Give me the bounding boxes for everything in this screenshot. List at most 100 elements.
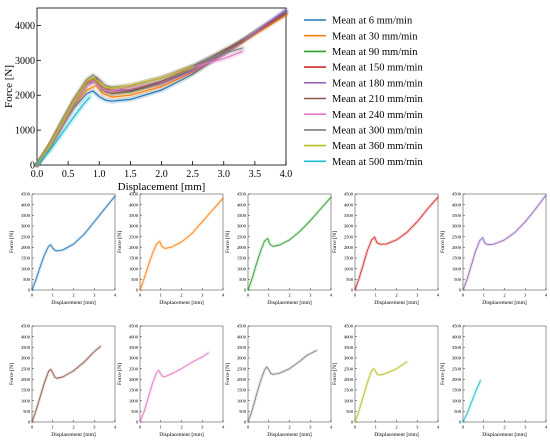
x-tick-label: 2 xyxy=(395,293,398,298)
y-tick-label: 500 xyxy=(131,409,139,414)
y-axis-label: Force [N] xyxy=(3,65,15,108)
x-axis-label: Displacement [mm] xyxy=(159,300,204,306)
y-tick-label: 2500 xyxy=(344,366,354,371)
y-tick-label: 500 xyxy=(23,409,31,414)
series-band xyxy=(30,344,102,424)
legend-label: Mean at 210 mm/min xyxy=(332,94,423,105)
x-tick-label: 3 xyxy=(309,425,312,430)
series-line xyxy=(36,96,91,166)
x-tick-label: 1 xyxy=(483,425,486,430)
y-tick-label: 1500 xyxy=(344,388,354,393)
y-tick-label: 3000 xyxy=(129,356,139,361)
x-tick-label: 4 xyxy=(330,425,333,430)
y-tick-label: 3500 xyxy=(21,213,31,218)
x-tick-label: 2 xyxy=(180,293,183,298)
x-axis-label: Displacement [mm] xyxy=(51,300,96,306)
x-axis-label: Displacement [mm] xyxy=(159,432,204,438)
x-tick-label: 3 xyxy=(416,293,419,298)
series-line xyxy=(139,352,209,423)
x-tick-label: 1 xyxy=(375,425,378,430)
y-tick-label: 4000 xyxy=(452,334,462,339)
y-tick-label: 0 xyxy=(351,420,354,425)
y-tick-label: 0 xyxy=(459,288,462,293)
y-tick-label: 2500 xyxy=(21,234,31,239)
x-tick-label: 1 xyxy=(52,293,55,298)
y-tick-label: 2000 xyxy=(237,245,247,250)
y-tick-label: 4500 xyxy=(237,324,247,329)
y-tick-label: 2000 xyxy=(129,245,139,250)
x-tick-label: 3 xyxy=(524,425,527,430)
x-tick-label: 2.5 xyxy=(186,169,199,180)
legend-label: Mean at 150 mm/min xyxy=(332,63,423,74)
x-tick-label: 2 xyxy=(503,293,506,298)
y-tick-label: 3000 xyxy=(344,224,354,229)
small-chart-8: 0 1 2 3 4 0 500 1000 1500 2000 2500 3000 3500 4000 450… xyxy=(225,324,333,439)
x-tick-label: 3 xyxy=(201,425,204,430)
y-tick-label: 2000 xyxy=(452,377,462,382)
y-tick-label: 0 xyxy=(459,420,462,425)
x-tick-label: 4 xyxy=(437,425,440,430)
y-tick-label: 4500 xyxy=(21,324,31,329)
series-band xyxy=(138,351,210,424)
x-tick-label: 4 xyxy=(222,425,225,430)
y-tick-label: 500 xyxy=(239,409,247,414)
y-tick-label: 3500 xyxy=(237,345,247,350)
series-line xyxy=(36,47,243,166)
y-tick-label: 4000 xyxy=(21,334,31,339)
small-chart-5: 0 1 2 3 4 0 500 1000 1500 2000 2500 3000 3500 4000 450… xyxy=(440,192,548,307)
legend-label: Mean at 360 mm/min xyxy=(332,141,423,152)
y-tick-label: 4000 xyxy=(129,334,139,339)
small-chart-2: 0 1 2 3 4 0 500 1000 1500 2000 2500 3000 3500 4000 450… xyxy=(117,192,225,307)
series-line xyxy=(31,195,116,291)
y-tick-label: 4000 xyxy=(237,334,247,339)
series-band xyxy=(246,349,318,424)
y-axis-label: Force [N] xyxy=(440,363,446,385)
series-line xyxy=(354,361,408,423)
y-tick-label: 3000 xyxy=(237,356,247,361)
y-tick-label: 1000 xyxy=(237,398,247,403)
plot-frame xyxy=(462,325,547,423)
y-tick-label: 2500 xyxy=(129,366,139,371)
x-tick-label: 2 xyxy=(395,425,398,430)
y-tick-label: 2500 xyxy=(21,366,31,371)
series-band xyxy=(353,360,409,424)
y-tick-label: 1000 xyxy=(452,398,462,403)
x-axis-label: Displacement [mm] xyxy=(118,181,206,193)
y-tick-label: 500 xyxy=(454,409,462,414)
series-band xyxy=(461,193,548,292)
x-tick-label: 1 xyxy=(268,425,271,430)
legend-label: Mean at 90 mm/min xyxy=(332,47,418,58)
x-tick-label: 0 xyxy=(462,425,465,430)
y-axis-label: Force [N] xyxy=(9,363,15,385)
x-tick-label: 3.5 xyxy=(249,169,262,180)
x-tick-label: 1 xyxy=(268,293,271,298)
x-tick-label: 2 xyxy=(503,425,506,430)
x-tick-label: 0 xyxy=(354,293,357,298)
y-tick-label: 2000 xyxy=(452,245,462,250)
y-tick-label: 3000 xyxy=(15,56,35,67)
x-tick-label: 0 xyxy=(247,293,250,298)
y-tick-label: 4500 xyxy=(344,192,354,197)
legend: Mean at 6 mm/min Mean at 30 mm/min Mean at… xyxy=(304,16,423,168)
y-tick-label: 2000 xyxy=(237,377,247,382)
x-tick-label: 3 xyxy=(416,425,419,430)
y-tick-label: 3500 xyxy=(344,213,354,218)
series-line xyxy=(462,194,547,291)
series-line xyxy=(247,196,332,291)
y-tick-label: 1000 xyxy=(452,266,462,271)
y-tick-label: 500 xyxy=(346,409,354,414)
legend-label: Mean at 30 mm/min xyxy=(332,31,418,42)
series-band xyxy=(30,194,117,292)
y-tick-label: 4000 xyxy=(21,202,31,207)
series-line xyxy=(354,196,439,291)
y-tick-label: 500 xyxy=(454,277,462,282)
y-tick-label: 4000 xyxy=(237,202,247,207)
small-chart-6: 0 1 2 3 4 0 500 1000 1500 2000 2500 3000 3500 4000 450… xyxy=(9,324,117,439)
y-tick-label: 2000 xyxy=(21,377,31,382)
y-tick-label: 1500 xyxy=(452,388,462,393)
y-tick-label: 500 xyxy=(239,277,247,282)
y-tick-label: 1000 xyxy=(21,398,31,403)
y-tick-label: 0 xyxy=(244,288,247,293)
y-tick-label: 3500 xyxy=(344,345,354,350)
y-tick-label: 1000 xyxy=(21,266,31,271)
